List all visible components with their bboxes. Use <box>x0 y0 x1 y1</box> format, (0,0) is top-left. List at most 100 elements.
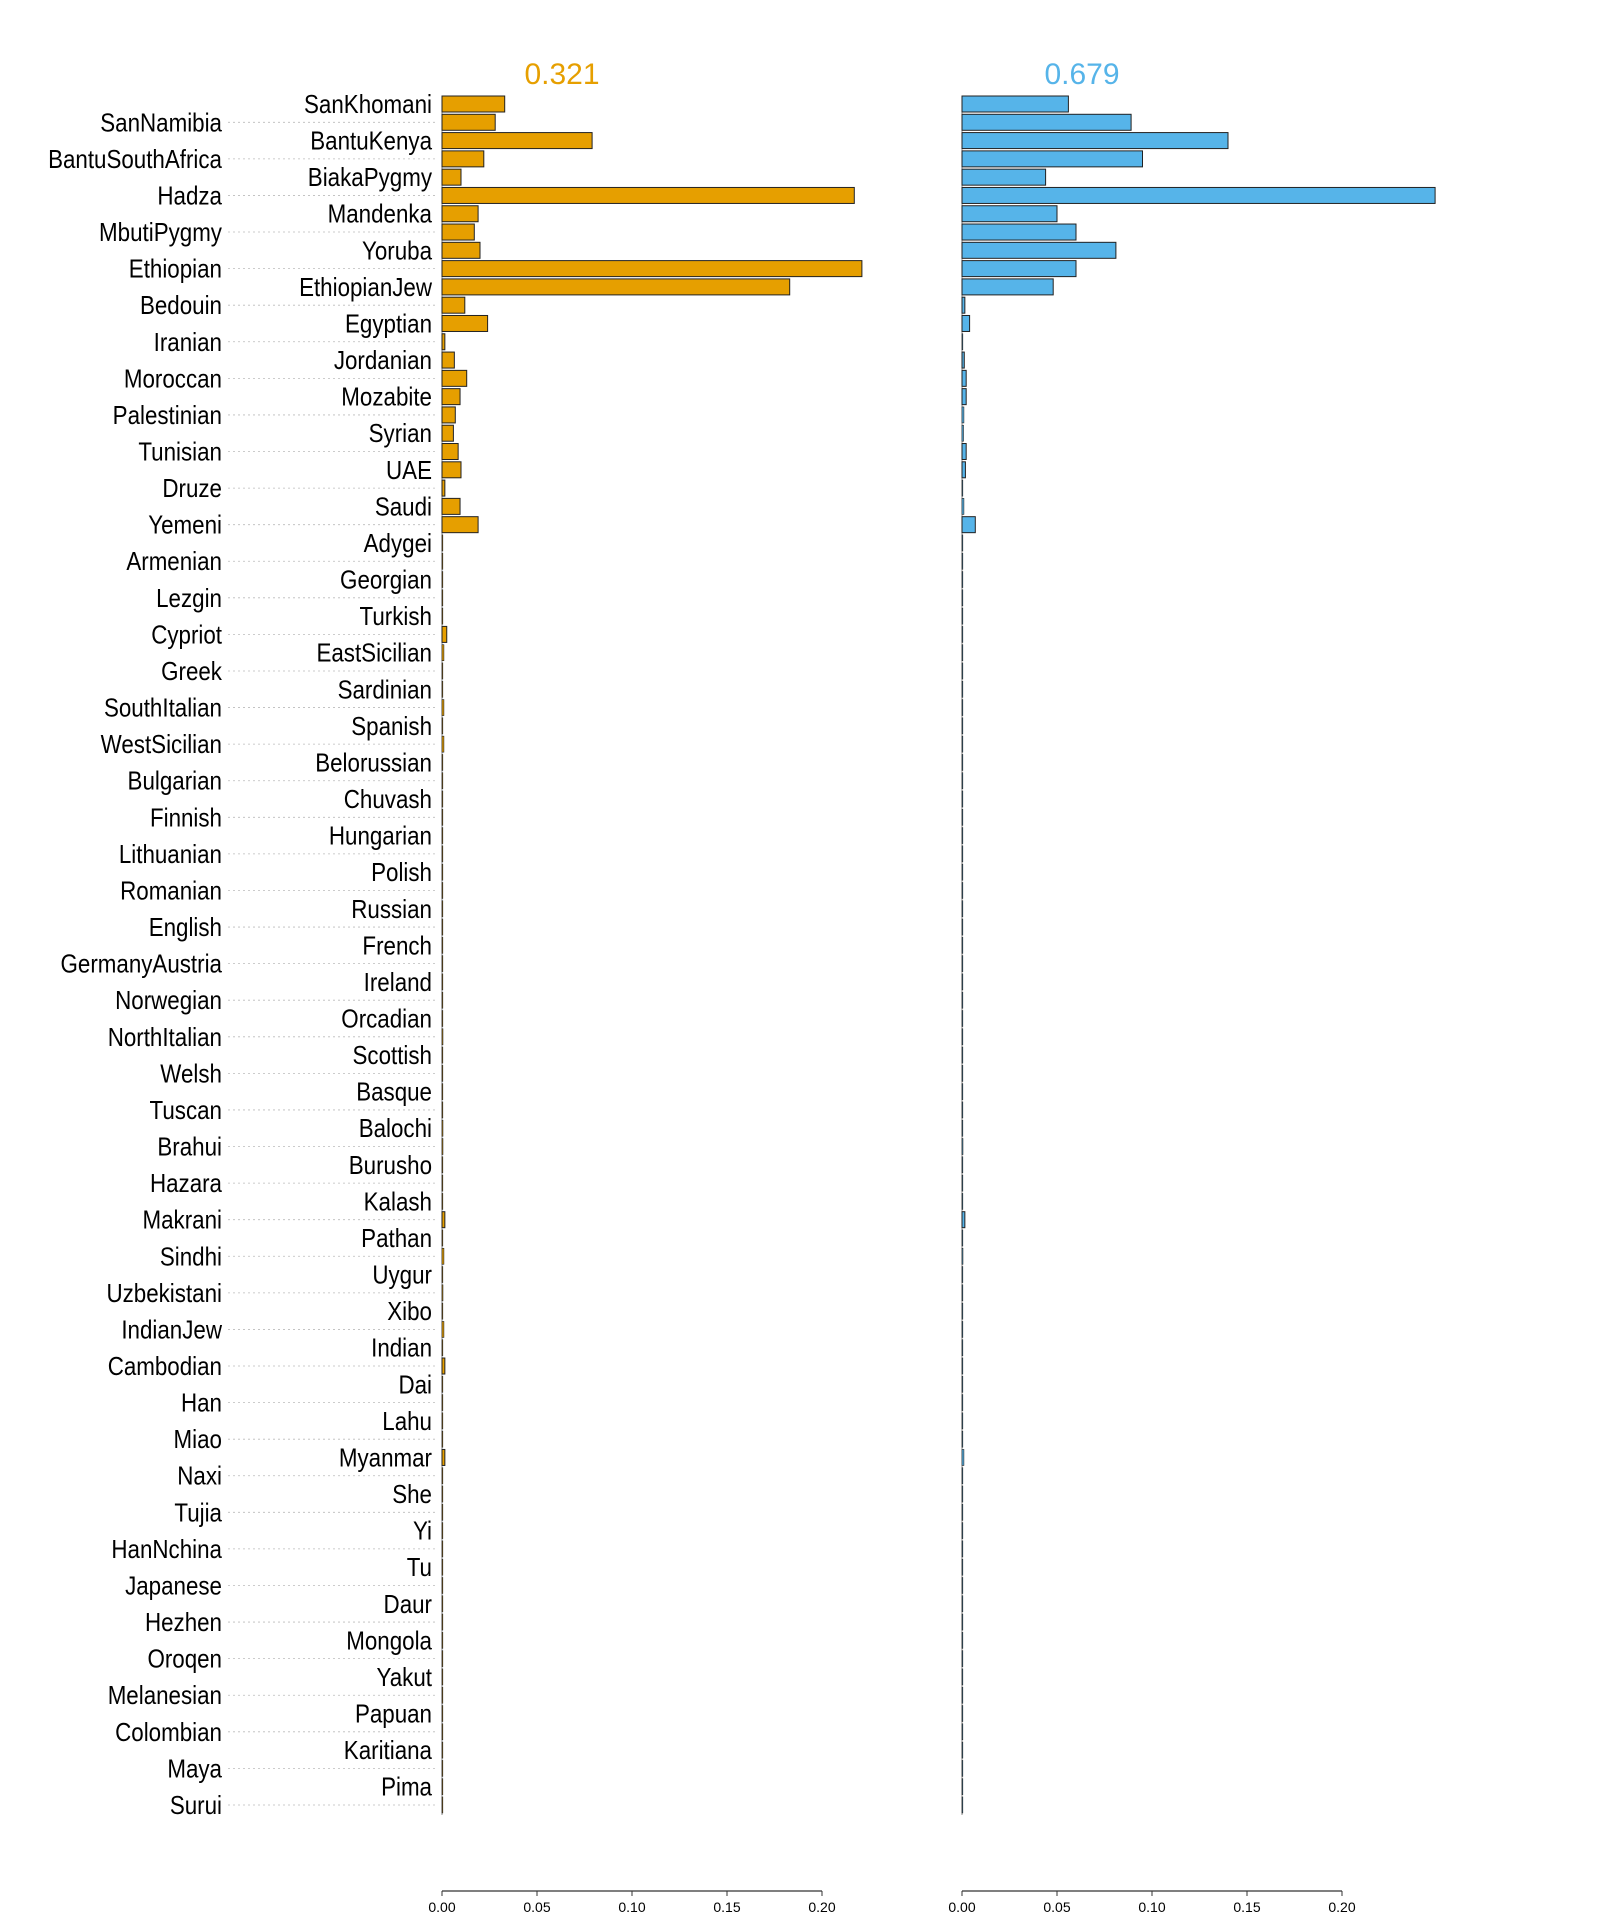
category-label: BantuSouthAfrica <box>48 145 222 174</box>
x-tick-label: 0.15 <box>1233 1899 1260 1915</box>
category-label: Surui <box>170 1791 222 1820</box>
category-label: Hazara <box>150 1170 223 1199</box>
bar-French <box>961 937 964 954</box>
bar-Naxi <box>961 1467 964 1485</box>
bar-Adygei <box>961 534 964 552</box>
bar-Moroccan <box>441 369 468 387</box>
bar-Greek <box>441 662 444 680</box>
bar-Cambodian <box>441 1357 446 1375</box>
bar-Romanian <box>961 882 964 899</box>
bar-Surui <box>961 1796 964 1814</box>
category-label: Druze <box>162 475 222 504</box>
bar-Egyptian <box>441 314 489 332</box>
bar-Mandenka <box>961 205 1058 223</box>
x-tick-label: 0.20 <box>808 1899 835 1915</box>
bar-Hadza <box>441 186 855 204</box>
bar-Orcadian <box>441 1010 444 1027</box>
category-label: Orcadian <box>341 1005 432 1034</box>
bar-GermanyAustria <box>961 955 964 972</box>
bar-Moroccan <box>961 369 967 387</box>
bar-Welsh <box>441 1065 444 1082</box>
bar-Hungarian <box>441 827 444 844</box>
category-label: Burusho <box>349 1151 432 1180</box>
bar-Armenian <box>961 552 964 570</box>
bar-Finnish <box>441 809 444 826</box>
category-label: Norwegian <box>115 987 222 1016</box>
bar-Bulgarian <box>441 772 444 790</box>
category-label: GermanyAustria <box>61 950 223 979</box>
bar-Hazara <box>441 1174 444 1192</box>
bar-NorthItalian <box>961 1028 964 1046</box>
bar-SanNamibia <box>961 113 1132 131</box>
category-label: Scottish <box>352 1042 432 1071</box>
bar-Mandenka <box>441 205 479 223</box>
bar-French <box>441 937 444 954</box>
bar-Russian <box>441 900 444 918</box>
bar-She <box>441 1485 444 1503</box>
bar-Kalash <box>961 1193 964 1210</box>
bar-Balochi <box>961 1119 964 1137</box>
category-label: Pima <box>381 1773 432 1802</box>
bar-Karitiana <box>441 1741 444 1759</box>
category-label: Yi <box>413 1517 432 1546</box>
bar-Brahui <box>441 1138 444 1155</box>
category-label: IndianJew <box>121 1316 222 1345</box>
category-label: Ireland <box>364 968 432 997</box>
category-label: Sardinian <box>338 676 432 705</box>
bar-Lezgin <box>961 589 964 607</box>
bar-Ireland <box>441 973 444 991</box>
bar-Palestinian <box>441 406 456 424</box>
bar-Makrani <box>961 1211 966 1229</box>
category-label: SouthItalian <box>104 694 222 723</box>
bar-Dai <box>961 1376 964 1393</box>
bar-Han <box>961 1394 964 1411</box>
bar-Welsh <box>961 1065 964 1082</box>
bar-Melanesian <box>961 1686 964 1704</box>
bar-Iranian <box>441 333 446 351</box>
bar-Surui <box>441 1796 444 1814</box>
category-label: Russian <box>351 895 432 924</box>
category-label: Tu <box>407 1554 432 1583</box>
bar-Hazara <box>961 1174 964 1192</box>
category-label: Greek <box>161 657 223 686</box>
bar-BiakaPygmy <box>961 168 1047 186</box>
category-label: Japanese <box>125 1572 222 1601</box>
bar-Egyptian <box>961 314 971 332</box>
bar-UAE <box>961 461 966 479</box>
bar-Yoruba <box>961 241 1117 259</box>
bar-Lithuanian <box>441 845 444 863</box>
bar-Adygei <box>441 534 444 552</box>
bar-Syrian <box>441 424 454 442</box>
bar-Tujia <box>961 1504 964 1521</box>
category-label: Maya <box>167 1755 222 1784</box>
bar-BantuSouthAfrica <box>961 150 1143 168</box>
bar-Palestinian <box>961 406 965 424</box>
bar-Mongola <box>961 1632 964 1649</box>
category-label: UAE <box>386 456 432 485</box>
bar-Orcadian <box>961 1010 964 1027</box>
bar-SanKhomani <box>441 95 506 113</box>
category-label: Brahui <box>157 1133 222 1162</box>
category-label: Lahu <box>382 1407 432 1436</box>
category-label: Palestinian <box>113 401 222 430</box>
bar-Makrani <box>441 1211 446 1229</box>
bar-Hungarian <box>961 827 964 844</box>
bar-Maya <box>961 1760 964 1777</box>
category-label: Iranian <box>154 328 222 357</box>
category-label: Ethiopian <box>129 255 222 284</box>
bar-Maya <box>441 1760 444 1777</box>
category-label: SanKhomani <box>304 90 432 119</box>
bar-Melanesian <box>441 1686 444 1704</box>
category-label: SanNamibia <box>100 109 222 138</box>
bar-NorthItalian <box>441 1028 444 1046</box>
category-label: She <box>392 1481 432 1510</box>
category-label: Daur <box>384 1590 432 1619</box>
bar-SanKhomani <box>961 95 1069 113</box>
bar-Greek <box>961 662 964 680</box>
bar-Brahui <box>961 1138 964 1155</box>
bar-Scottish <box>961 1046 964 1064</box>
bar-Karitiana <box>961 1741 964 1759</box>
x-tick-label: 0.00 <box>948 1899 975 1915</box>
category-label: Pathan <box>361 1224 432 1253</box>
category-label: Georgian <box>340 566 432 595</box>
